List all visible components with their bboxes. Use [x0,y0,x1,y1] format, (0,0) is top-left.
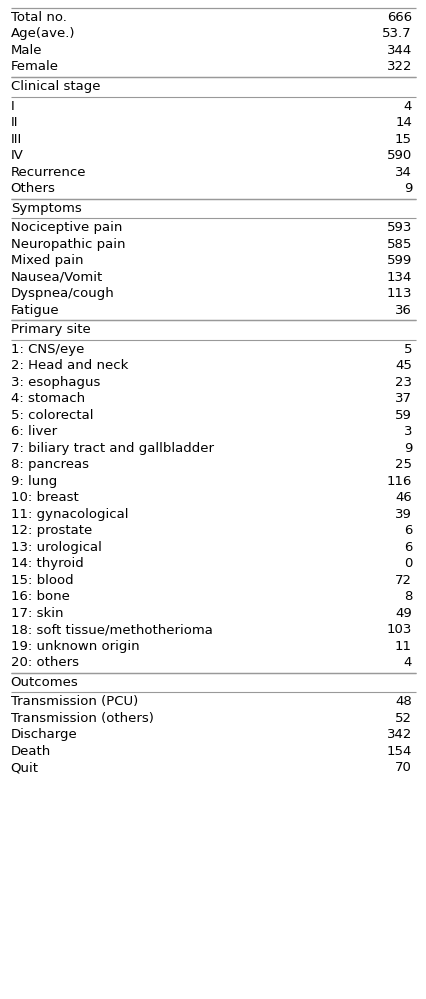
Text: 666: 666 [386,11,411,24]
Text: 11: gynacological: 11: gynacological [11,507,128,520]
Text: 17: skin: 17: skin [11,606,63,619]
Text: 53.7: 53.7 [382,28,411,41]
Text: 134: 134 [386,271,411,284]
Text: Primary site: Primary site [11,323,90,336]
Text: 48: 48 [394,695,411,708]
Text: Fatigue: Fatigue [11,304,59,317]
Text: Quit: Quit [11,761,39,774]
Text: 19: unknown origin: 19: unknown origin [11,639,139,652]
Text: 593: 593 [386,221,411,234]
Text: Neuropathic pain: Neuropathic pain [11,238,125,251]
Text: 7: biliary tract and gallbladder: 7: biliary tract and gallbladder [11,442,213,455]
Text: Discharge: Discharge [11,728,77,741]
Text: 11: 11 [394,639,411,652]
Text: 13: urological: 13: urological [11,540,101,553]
Text: Total no.: Total no. [11,11,66,24]
Text: 10: breast: 10: breast [11,492,78,504]
Text: Others: Others [11,182,55,195]
Text: 585: 585 [386,238,411,251]
Text: 20: others: 20: others [11,656,78,669]
Text: 9: 9 [403,182,411,195]
Text: 4: 4 [403,100,411,113]
Text: 14: thyroid: 14: thyroid [11,557,83,570]
Text: 25: 25 [394,459,411,472]
Text: Age(ave.): Age(ave.) [11,28,75,41]
Text: Nausea/Vomit: Nausea/Vomit [11,271,103,284]
Text: 49: 49 [394,606,411,619]
Text: 37: 37 [394,392,411,405]
Text: Nociceptive pain: Nociceptive pain [11,221,122,234]
Text: 116: 116 [386,475,411,488]
Text: 4: 4 [403,656,411,669]
Text: 3: esophagus: 3: esophagus [11,376,100,389]
Text: 6: liver: 6: liver [11,426,57,439]
Text: 344: 344 [386,44,411,57]
Text: 4: stomach: 4: stomach [11,392,85,405]
Text: Symptoms: Symptoms [11,202,81,215]
Text: 36: 36 [394,304,411,317]
Text: 46: 46 [394,492,411,504]
Text: 52: 52 [394,711,411,724]
Text: 1: CNS/eye: 1: CNS/eye [11,343,84,356]
Text: 3: 3 [403,426,411,439]
Text: 342: 342 [386,728,411,741]
Text: 322: 322 [386,61,411,74]
Text: 59: 59 [394,409,411,422]
Text: 599: 599 [386,254,411,267]
Text: Transmission (PCU): Transmission (PCU) [11,695,138,708]
Text: 6: 6 [403,540,411,553]
Text: 45: 45 [394,359,411,372]
Text: 113: 113 [386,287,411,300]
Text: Death: Death [11,744,51,757]
Text: 2: Head and neck: 2: Head and neck [11,359,128,372]
Text: 70: 70 [394,761,411,774]
Text: 8: pancreas: 8: pancreas [11,459,89,472]
Text: 0: 0 [403,557,411,570]
Text: Clinical stage: Clinical stage [11,80,100,93]
Text: 16: bone: 16: bone [11,590,69,603]
Text: Transmission (others): Transmission (others) [11,711,153,724]
Text: 154: 154 [386,744,411,757]
Text: III: III [11,133,22,146]
Text: 18: soft tissue/methotherioma: 18: soft tissue/methotherioma [11,623,212,636]
Text: 23: 23 [394,376,411,389]
Text: 12: prostate: 12: prostate [11,524,92,537]
Text: 15: blood: 15: blood [11,573,73,586]
Text: Outcomes: Outcomes [11,675,78,688]
Text: 9: lung: 9: lung [11,475,57,488]
Text: I: I [11,100,14,113]
Text: 6: 6 [403,524,411,537]
Text: Mixed pain: Mixed pain [11,254,83,267]
Text: Female: Female [11,61,58,74]
Text: 103: 103 [386,623,411,636]
Text: 14: 14 [394,116,411,129]
Text: Recurrence: Recurrence [11,166,86,179]
Text: 15: 15 [394,133,411,146]
Text: 5: colorectal: 5: colorectal [11,409,93,422]
Text: 8: 8 [403,590,411,603]
Text: 590: 590 [386,149,411,162]
Text: Dyspnea/cough: Dyspnea/cough [11,287,114,300]
Text: Male: Male [11,44,42,57]
Text: II: II [11,116,18,129]
Text: 9: 9 [403,442,411,455]
Text: 72: 72 [394,573,411,586]
Text: IV: IV [11,149,23,162]
Text: 34: 34 [394,166,411,179]
Text: 39: 39 [394,507,411,520]
Text: 5: 5 [403,343,411,356]
